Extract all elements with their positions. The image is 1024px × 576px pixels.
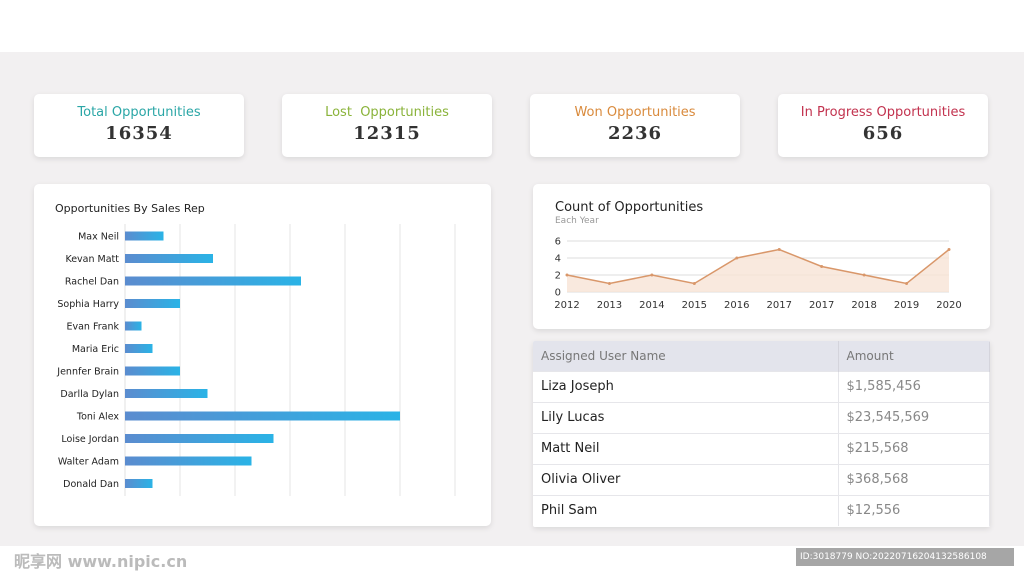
x-tick-label: 2018	[851, 300, 876, 311]
bar	[125, 254, 213, 263]
data-point	[565, 273, 569, 277]
kpi-card-total: Total Opportunities 16354	[34, 94, 244, 157]
line-chart: 0 2 4 6 2012 2013 2014 2015 2016 2017 2017 2018 2019…	[554, 237, 961, 312]
bar-category-label: Sophia Harry	[57, 299, 119, 310]
y-tick-label: 4	[555, 254, 561, 265]
watermark-id: ID:3018779 NO:20220716204132586108	[796, 548, 1014, 566]
y-tick-label: 6	[555, 237, 561, 248]
bar	[125, 321, 142, 331]
y-tick-label: 2	[555, 271, 561, 282]
bar-category-label: Toni Alex	[76, 412, 119, 423]
data-point	[650, 273, 654, 277]
x-tick-label: 2014	[639, 300, 664, 311]
user-name-cell: Olivia Oliver	[533, 463, 839, 495]
series-line	[566, 248, 950, 285]
bar	[125, 411, 400, 421]
data-point	[820, 265, 824, 268]
table-header-row: Assigned User Name Amount	[533, 341, 990, 371]
y-tick-label: 0	[555, 288, 561, 299]
area-fill	[567, 249, 949, 292]
bar-chart: Max Neil Kevan Matt Rachel Dan Sophia Harry…	[56, 224, 456, 496]
table-row[interactable]: Matt Neil $215,568	[533, 432, 990, 464]
line-chart-subtitle: Each Year	[555, 216, 599, 226]
x-tick-label: 2019	[894, 300, 919, 311]
amount-cell: $215,568	[838, 432, 990, 464]
table-row[interactable]: Phil Sam $12,556	[533, 494, 990, 526]
kpi-card-lost: Lost Opportunities 12315	[282, 94, 492, 157]
bar-chart-title: Opportunities By Sales Rep	[55, 202, 205, 215]
bar	[125, 231, 164, 241]
kpi-label: In Progress Opportunities	[800, 105, 966, 120]
bar-category-label: Maria Eric	[72, 344, 119, 355]
line-chart-title: Count of Opportunities	[555, 200, 704, 215]
user-amount-table: Assigned User Name Amount Liza Joseph $1…	[533, 341, 990, 526]
x-tick-label: 2017	[809, 300, 834, 311]
user-name-cell: Matt Neil	[533, 432, 839, 464]
data-point	[905, 282, 909, 285]
amount-cell: $12,556	[838, 494, 990, 526]
bar	[125, 389, 208, 398]
bar-category-label: Evan Frank	[66, 322, 119, 333]
data-point	[607, 282, 611, 285]
x-tick-label: 2017	[766, 300, 791, 311]
bar	[125, 366, 180, 376]
bar	[125, 344, 153, 353]
bar-category-label: Rachel Dan	[65, 277, 119, 288]
kpi-value: 2236	[607, 123, 663, 144]
amount-cell: $368,568	[838, 463, 990, 495]
bar-category-label: Jennfer Brain	[56, 367, 119, 378]
bar-category-label: Loise Jordan	[61, 434, 119, 445]
data-point	[735, 256, 739, 260]
data-point	[947, 248, 951, 251]
kpi-label: Won Opportunities	[574, 105, 696, 120]
x-tick-label: 2015	[682, 300, 707, 311]
data-point	[862, 273, 866, 277]
bar	[125, 479, 153, 488]
kpi-card-won: Won Opportunities 2236	[530, 94, 740, 157]
table-row[interactable]: Liza Joseph $1,585,456	[533, 370, 990, 402]
sales-rep-chart-card: Opportunities By Sales Rep Max Neil Kevan…	[34, 184, 491, 526]
table-row[interactable]: Olivia Oliver $368,568	[533, 463, 990, 495]
watermark-text: 昵享网 www.nipic.cn	[14, 552, 188, 571]
user-amount-table-card: Assigned User Name Amount Liza Joseph $1…	[533, 341, 990, 527]
bar-category-label: Darlla Dylan	[60, 389, 119, 400]
footer-bar	[0, 546, 1024, 576]
kpi-label: Total Opportunities	[77, 105, 201, 120]
user-name-cell: Phil Sam	[533, 494, 839, 526]
data-point	[777, 248, 781, 251]
top-bar	[0, 0, 1024, 52]
column-header-name[interactable]: Assigned User Name	[533, 341, 839, 371]
amount-cell: $23,545,569	[838, 401, 990, 433]
bar	[125, 434, 274, 443]
x-tick-label: 2013	[597, 300, 622, 311]
column-header-amount[interactable]: Amount	[838, 341, 990, 371]
table-row[interactable]: Lily Lucas $23,545,569	[533, 401, 990, 433]
x-tick-label: 2020	[936, 300, 961, 311]
x-tick-label: 2016	[724, 300, 749, 311]
bar-category-label: Max Neil	[78, 232, 119, 243]
kpi-card-in-progress: In Progress Opportunities 656	[778, 94, 988, 157]
data-point	[692, 282, 696, 285]
kpi-value: 12315	[353, 123, 421, 144]
kpi-value: 16354	[105, 123, 173, 144]
user-name-cell: Liza Joseph	[533, 370, 839, 402]
user-name-cell: Lily Lucas	[533, 401, 839, 433]
bar	[125, 299, 180, 308]
count-chart-card: Count of Opportunities Each Year 0 2 4 6 201…	[533, 184, 990, 329]
bar	[125, 276, 301, 286]
bar-category-label: Kevan Matt	[65, 254, 119, 265]
x-tick-label: 2012	[554, 300, 579, 311]
bar	[125, 456, 252, 466]
kpi-value: 656	[862, 123, 904, 144]
bar-category-label: Donald Dan	[63, 479, 119, 490]
bar-category-label: Walter Adam	[58, 457, 119, 468]
kpi-label: Lost Opportunities	[325, 105, 449, 120]
amount-cell: $1,585,456	[838, 370, 990, 402]
